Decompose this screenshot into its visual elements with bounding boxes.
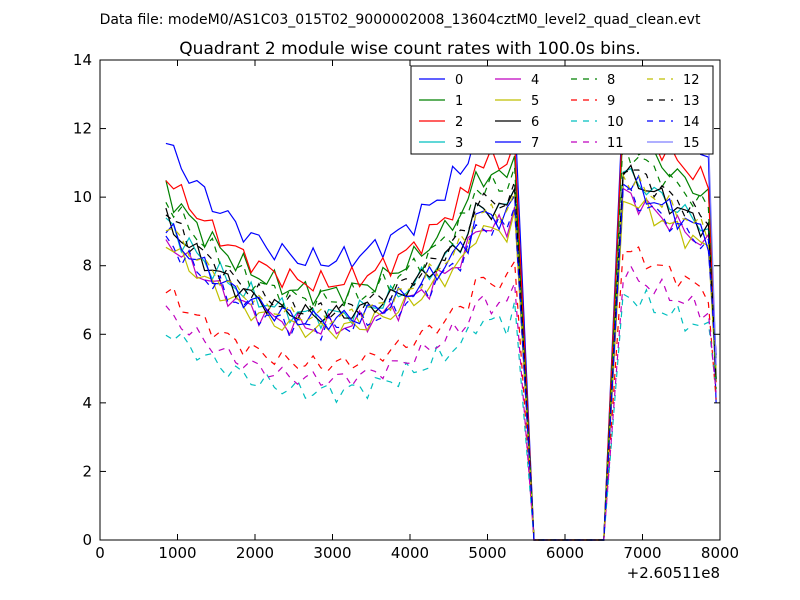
legend-label-14: 14 bbox=[683, 115, 700, 130]
legend-label-10: 10 bbox=[607, 115, 624, 130]
series-line-5 bbox=[165, 197, 717, 541]
legend-label-2: 2 bbox=[455, 115, 463, 130]
x-tick-label: 4000 bbox=[391, 544, 429, 562]
legend-label-15: 15 bbox=[683, 136, 700, 151]
legend-label-8: 8 bbox=[607, 73, 615, 88]
legend-label-13: 13 bbox=[683, 94, 700, 109]
legend-label-0: 0 bbox=[455, 73, 463, 88]
y-tick-label: 0 bbox=[82, 531, 92, 549]
series-line-7 bbox=[165, 174, 717, 541]
y-tick-label: 2 bbox=[82, 462, 92, 480]
series-line-10 bbox=[165, 288, 717, 541]
series-line-14 bbox=[165, 188, 717, 541]
series-line-4 bbox=[165, 187, 717, 541]
y-tick-label: 10 bbox=[73, 188, 92, 206]
x-tick-label: 0 bbox=[95, 544, 105, 562]
series-line-13 bbox=[165, 169, 717, 541]
legend-label-5: 5 bbox=[531, 94, 539, 109]
x-tick-label: 7000 bbox=[623, 544, 661, 562]
y-tick-label: 12 bbox=[73, 120, 92, 138]
series-line-12 bbox=[165, 173, 717, 541]
chart-title: Quadrant 2 module wise count rates with … bbox=[179, 39, 640, 59]
x-tick-label: 1000 bbox=[158, 544, 196, 562]
x-tick-label: 8000 bbox=[701, 544, 739, 562]
legend-label-4: 4 bbox=[531, 73, 539, 88]
axes-layer: 0 1000 2000 3000 4000 5000 6000 7000 80000246810… bbox=[73, 51, 739, 562]
legend-label-1: 1 bbox=[455, 94, 463, 109]
series-line-11 bbox=[165, 264, 717, 541]
y-tick-label: 8 bbox=[82, 257, 92, 275]
legend-label-3: 3 bbox=[455, 136, 463, 151]
y-tick-label: 6 bbox=[82, 325, 92, 343]
y-tick-label: 4 bbox=[82, 394, 92, 412]
x-offset-label: +2.60511e8 bbox=[627, 564, 720, 582]
chart-suptitle: Data file: modeM0/AS1C03_015T02_90000020… bbox=[100, 12, 701, 28]
series-line-9 bbox=[165, 246, 717, 541]
legend-label-9: 9 bbox=[607, 94, 615, 109]
x-tick-label: 5000 bbox=[468, 544, 506, 562]
series-layer bbox=[165, 79, 717, 541]
legend-label-11: 11 bbox=[607, 136, 624, 151]
legend-box bbox=[410, 65, 714, 155]
legend-label-12: 12 bbox=[683, 73, 700, 88]
y-tick-label: 14 bbox=[73, 51, 92, 69]
legend-label-6: 6 bbox=[531, 115, 539, 130]
series-line-8 bbox=[165, 138, 717, 541]
x-tick-label: 6000 bbox=[546, 544, 584, 562]
legend-label-7: 7 bbox=[531, 136, 539, 151]
series-line-3 bbox=[165, 167, 717, 541]
x-tick-label: 3000 bbox=[313, 544, 351, 562]
x-tick-label: 2000 bbox=[236, 544, 274, 562]
